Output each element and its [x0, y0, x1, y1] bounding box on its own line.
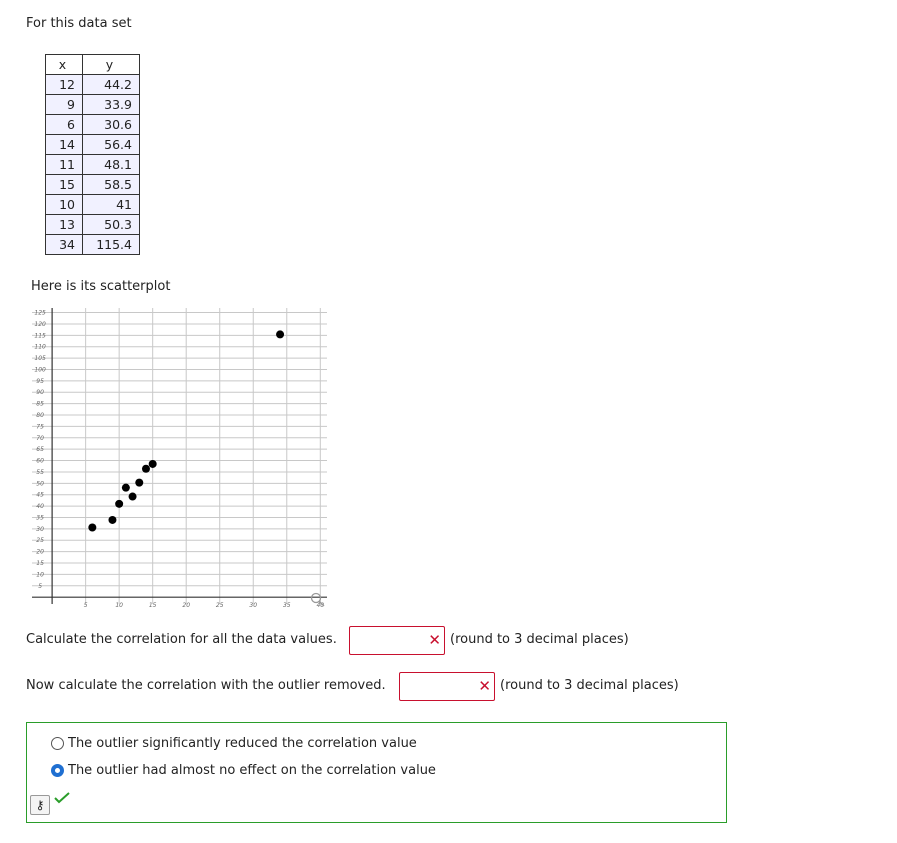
answer-input[interactable]: ✕	[349, 626, 445, 655]
radio-option[interactable]: The outlier significantly reduced the co…	[51, 736, 417, 751]
y-tick-label: 105	[34, 355, 46, 362]
x-tick-label: 40	[316, 602, 324, 609]
radio-button[interactable]	[51, 764, 64, 777]
table-cell: 33.9	[82, 94, 140, 115]
y-tick-label: 25	[36, 537, 44, 544]
table-cell: 58.5	[82, 174, 140, 195]
y-tick-label: 120	[34, 321, 46, 328]
question-text: Calculate the correlation for all the da…	[26, 632, 337, 647]
scatter-intro: Here is its scatterplot	[31, 279, 171, 294]
question-text: Now calculate the correlation with the o…	[26, 678, 386, 693]
table-cell: 12	[45, 74, 83, 95]
point	[141, 464, 150, 473]
x-tick-label: 15	[149, 602, 157, 609]
table-cell: 44.2	[82, 74, 140, 95]
y-tick-label: 20	[36, 549, 44, 556]
y-tick-label: 40	[36, 503, 44, 510]
y-tick-label: 35	[36, 514, 44, 521]
check-icon	[54, 792, 70, 804]
x-tick-label: 25	[216, 602, 224, 609]
point	[135, 478, 144, 487]
header-cell: x	[45, 54, 83, 75]
table-cell: 13	[45, 214, 83, 235]
header-cell: y	[82, 54, 140, 75]
table-cell: 34	[45, 234, 83, 255]
y-tick-label: 115	[34, 332, 46, 339]
intro-text: For this data set	[26, 16, 132, 31]
table-cell: 9	[45, 94, 83, 115]
y-tick-label: 5	[38, 583, 42, 590]
y-tick-label: 30	[36, 526, 44, 533]
y-tick-label: 65	[36, 446, 44, 453]
table-row: 15 58.5	[45, 174, 140, 195]
table-row: 13 50.3	[45, 214, 140, 235]
table-row: 10 41	[45, 194, 140, 215]
point	[128, 492, 137, 501]
y-tick-label: 90	[36, 389, 44, 396]
option-label: The outlier had almost no effect on the …	[68, 763, 436, 778]
options-panel: The outlier significantly reduced the co…	[26, 722, 727, 823]
point	[121, 483, 130, 492]
table-row: 34 115.4	[45, 234, 140, 255]
table-row: 6 30.6	[45, 114, 140, 135]
y-tick-label: 70	[36, 435, 44, 442]
table-cell: 56.4	[82, 134, 140, 155]
y-tick-label: 125	[34, 310, 46, 317]
table-cell: 48.1	[82, 154, 140, 175]
table-row: 14 56.4	[45, 134, 140, 155]
option-label: The outlier significantly reduced the co…	[68, 736, 417, 751]
y-tick-label: 10	[36, 571, 44, 578]
x-tick-label: 10	[115, 602, 123, 609]
y-tick-label: 45	[36, 492, 44, 499]
y-tick-label: 95	[36, 378, 44, 385]
x-tick-label: 5	[84, 602, 88, 609]
table-row: 11 48.1	[45, 154, 140, 175]
table-row: 9 33.9	[45, 94, 140, 115]
y-tick-label: 100	[34, 366, 46, 373]
table-cell: 11	[45, 154, 83, 175]
table-cell: 6	[45, 114, 83, 135]
table-cell: 41	[82, 194, 140, 215]
table-row: 12 44.2	[45, 74, 140, 95]
round-hint: (round to 3 decimal places)	[450, 632, 629, 647]
point	[276, 330, 285, 339]
answer-input[interactable]: ✕	[399, 672, 495, 701]
table-cell: 115.4	[82, 234, 140, 255]
radio-option[interactable]: The outlier had almost no effect on the …	[51, 763, 436, 778]
round-hint: (round to 3 decimal places)	[500, 678, 679, 693]
point	[108, 515, 117, 524]
key-button[interactable]: ⚷	[30, 795, 50, 815]
point	[148, 459, 157, 468]
x-tick-label: 35	[283, 602, 291, 609]
scatterplot: 5 10 15 20 25 30 35 40 5 10 15 20 25 30 35 40 45 50 55 60 65…	[32, 308, 327, 609]
y-tick-label: 75	[36, 423, 44, 430]
y-tick-label: 50	[36, 480, 44, 487]
table-cell: 15	[45, 174, 83, 195]
y-tick-label: 55	[36, 469, 44, 476]
point	[88, 523, 97, 532]
magnifier-icon[interactable]	[310, 592, 325, 607]
table-cell: 50.3	[82, 214, 140, 235]
y-tick-label: 110	[34, 344, 46, 351]
point	[115, 499, 124, 508]
y-tick-label: 15	[36, 560, 44, 567]
x-tick-label: 30	[249, 602, 257, 609]
table-cell: 14	[45, 134, 83, 155]
radio-button[interactable]	[51, 737, 64, 750]
y-tick-label: 60	[36, 458, 44, 465]
y-tick-label: 80	[36, 412, 44, 419]
x-tick-label: 20	[182, 602, 190, 609]
table-cell: 10	[45, 194, 83, 215]
y-tick-label: 85	[36, 401, 44, 408]
table-cell: 30.6	[82, 114, 140, 135]
